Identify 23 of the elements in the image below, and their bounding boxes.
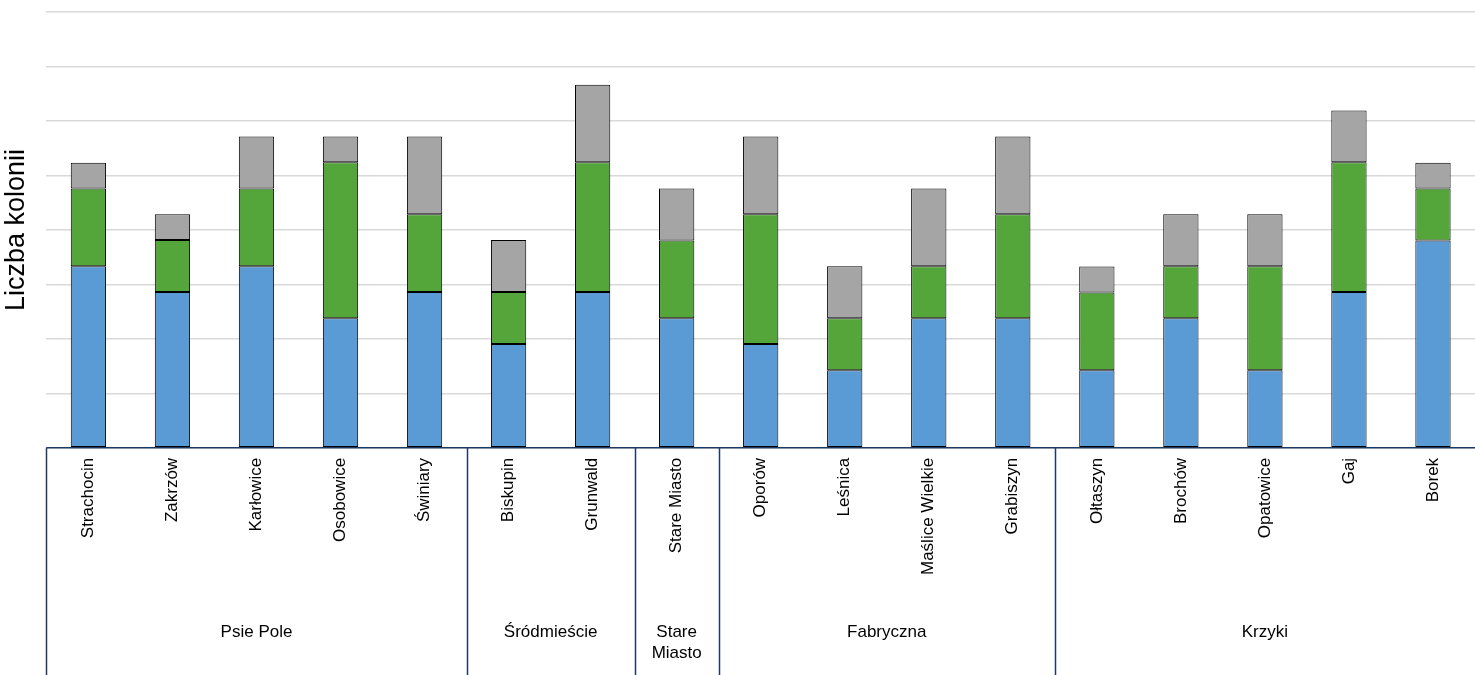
x-tick-label: Karłowice <box>246 457 266 532</box>
text: Stare Miasto <box>651 621 702 662</box>
x-tick-label: Zakrzów <box>162 457 182 523</box>
x-tick-label: Stare Miasto <box>666 457 686 554</box>
x-tick-label: Maślice Wielkie <box>918 457 938 576</box>
x-tick-label: Świniary <box>414 457 434 523</box>
y-axis-title: Liczba kolonii <box>0 148 30 311</box>
x-tick-label: Ołtaszyn <box>1086 457 1106 525</box>
x-tick-label: Borek <box>1422 457 1442 503</box>
x-tick-label: Opatowice <box>1254 457 1274 539</box>
x-tick-label: Grabiszyn <box>1002 457 1022 535</box>
x-tick-label: Leśnica <box>834 457 854 517</box>
x-tick-label: Strachocin <box>78 457 98 539</box>
x-tick-label: Brochów <box>1170 457 1190 525</box>
text: Psie Pole <box>220 621 293 641</box>
x-tick-label: Grunwald <box>582 457 602 531</box>
x-tick-label: Osobowice <box>330 457 350 542</box>
x-tick-label: Biskupin <box>498 457 518 523</box>
x-tick-label: Gaj <box>1338 457 1358 485</box>
text: Śródmieście <box>503 621 598 641</box>
text: Fabryczna <box>847 621 927 641</box>
x-tick-label: Oporów <box>750 457 770 518</box>
text: Krzyki <box>1241 621 1289 641</box>
